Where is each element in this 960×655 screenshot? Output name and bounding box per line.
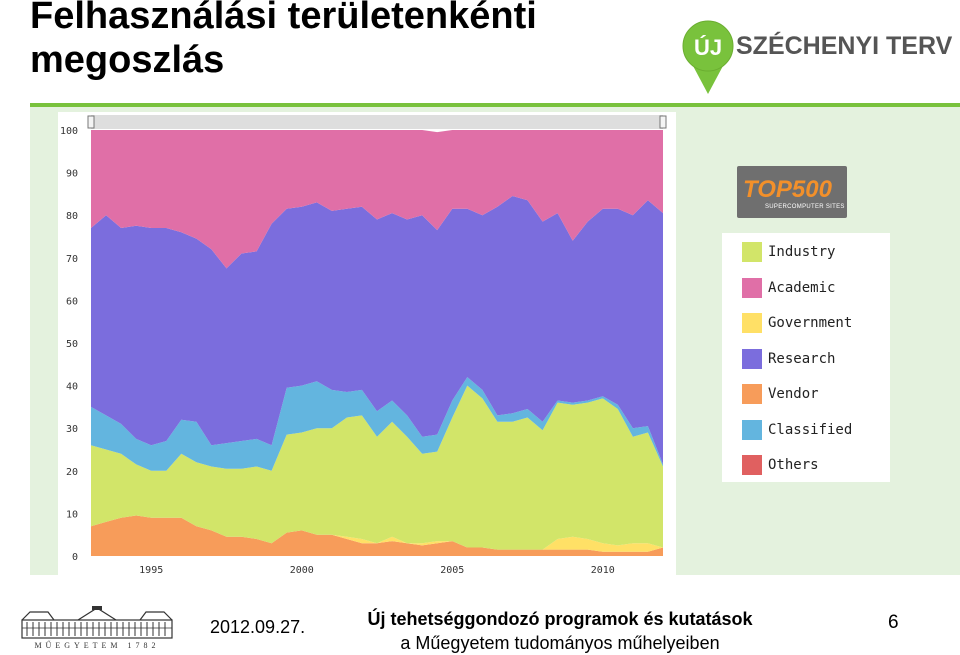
page-number: 6 [888, 612, 899, 633]
legend-item-academic: Academic [742, 277, 887, 300]
legend-label: Government [768, 315, 853, 331]
legend-swatch [742, 348, 762, 369]
area-classified [91, 377, 663, 471]
footer-program-subtitle: a Műegyetem tudományos műhelyeiben [400, 633, 720, 653]
range-selector-track [91, 115, 663, 129]
area-academic [91, 130, 663, 269]
y-tick-label: 90 [66, 169, 78, 180]
x-tick-label: 1995 [139, 565, 163, 576]
x-tick-label: 2005 [440, 565, 464, 576]
y-tick-label: 100 [60, 126, 78, 137]
university-logo: MŰEGYETEM 1782 [18, 606, 176, 652]
legend-swatch [742, 384, 762, 404]
y-tick-label: 50 [66, 339, 78, 350]
chart-area: 0 10 20 30 40 50 60 70 80 90 100 1995 2000 2005 2010 [58, 112, 676, 578]
legend-item-classified: Classified [742, 419, 887, 442]
x-tick-label: 2000 [290, 565, 314, 576]
range-handle-right [659, 115, 667, 129]
legend-label: Classified [768, 421, 853, 438]
university-building-icon [21, 606, 173, 639]
y-tick-label: 10 [66, 509, 78, 520]
legend-item-research: Research [742, 348, 887, 371]
y-tick-label: 20 [66, 467, 78, 478]
top500-logo: TOP500 SUPERCOMPUTER SITES [737, 166, 847, 218]
area-government [91, 515, 663, 552]
footer-program-title: Új tehetséggondozó programok és kutatáso… [367, 609, 753, 629]
map-pin-icon: ÚJ [682, 20, 734, 94]
legend-label: Academic [768, 279, 836, 296]
slide-title: Felhasználási területenkénti megoszlás [30, 0, 537, 81]
legend-label: Research [768, 350, 836, 367]
legend-item-government: Government [742, 313, 887, 335]
chart-legend: Industry Academic Government Research Vendor… [722, 233, 890, 482]
top500-logo-text: TOP500 [743, 176, 832, 203]
y-tick-label: 80 [66, 211, 78, 222]
area-industry [91, 385, 663, 550]
legend-swatch [742, 277, 762, 298]
x-tick-label: 2010 [591, 565, 615, 576]
legend-swatch [742, 242, 762, 262]
y-tick-label: 60 [66, 296, 78, 307]
legend-swatch [742, 419, 762, 440]
y-tick-label: 40 [66, 382, 78, 393]
legend-label: Others [768, 457, 819, 473]
y-tick-label: 70 [66, 254, 78, 265]
header-divider [30, 103, 960, 107]
range-handle-left [87, 115, 95, 129]
footer-program-text: Új tehetséggondozó programok és kutatáso… [340, 607, 780, 655]
legend-label: Industry [768, 244, 836, 260]
legend-item-vendor: Vendor [742, 384, 887, 406]
top500-logo-subtitle: SUPERCOMPUTER SITES [765, 204, 845, 210]
szechenyi-badge-text: ÚJ [694, 35, 722, 60]
legend-swatch [742, 455, 762, 475]
stacked-area-chart: 0 10 20 30 40 50 60 70 80 90 100 1995 2000 2005 2010 [60, 115, 667, 576]
y-tick-label: 0 [72, 552, 78, 563]
legend-item-industry: Industry [742, 242, 887, 264]
szechenyi-brand-text: SZÉCHENYI TERV [736, 32, 953, 60]
y-tick-label: 30 [66, 424, 78, 435]
szechenyi-terv-logo: ÚJ SZÉCHENYI TERV [680, 18, 952, 96]
legend-swatch [742, 313, 762, 333]
area-research [91, 196, 663, 465]
legend-label: Vendor [768, 386, 819, 402]
footer-date: 2012.09.27. [210, 617, 306, 637]
university-caption: MŰEGYETEM 1782 [34, 641, 160, 650]
legend-item-others: Others [742, 455, 887, 477]
area-vendor [91, 515, 663, 556]
